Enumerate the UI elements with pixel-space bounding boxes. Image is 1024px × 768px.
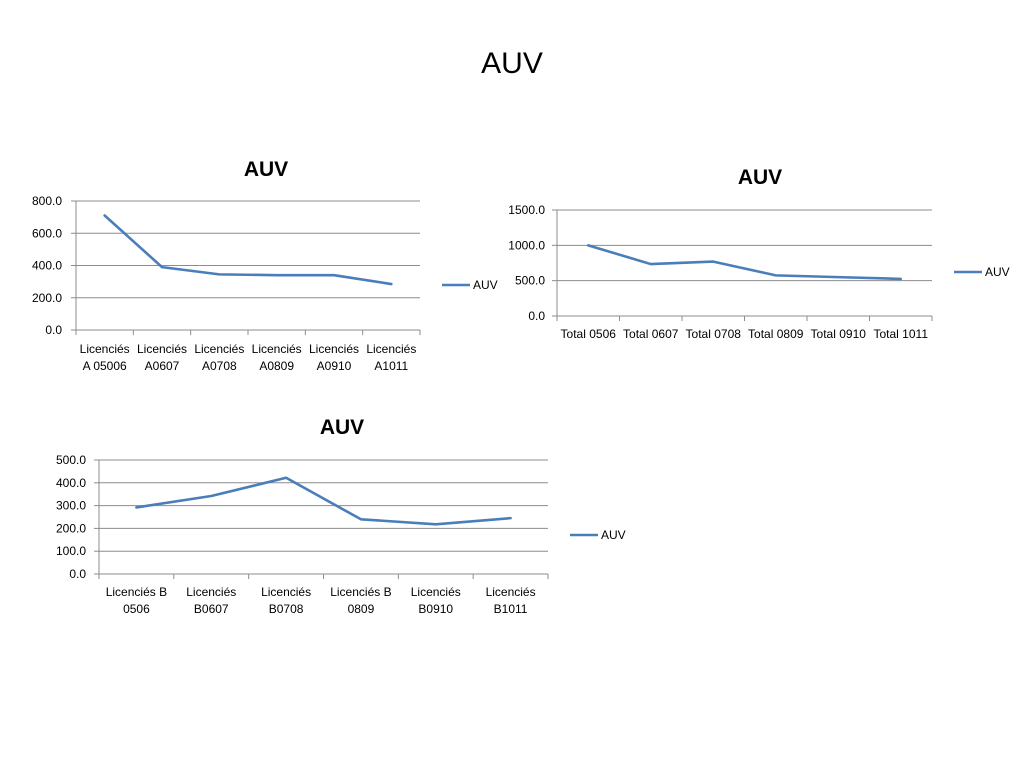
x-tick-label-line: Total 0809 xyxy=(748,327,804,341)
x-tick-label: Licenciés B1011 xyxy=(486,585,536,616)
x-tick-label: Licenciés A 05006 xyxy=(80,342,130,373)
x-tick-label-line: Licenciés B xyxy=(106,585,167,599)
x-tick-label-line: B1011 xyxy=(494,602,528,616)
legend-label: AUV xyxy=(473,278,498,292)
x-tick-label: Licenciés B0910 xyxy=(411,585,461,616)
x-tick-label-line: A0708 xyxy=(202,359,237,373)
x-tick-label-line: 0809 xyxy=(348,602,375,616)
x-tick-label-line: A 05006 xyxy=(83,359,127,373)
x-tick-label-line: A0910 xyxy=(317,359,352,373)
slide-title: AUV xyxy=(481,47,543,80)
x-tick-label-line: Total 0506 xyxy=(561,327,617,341)
series-line xyxy=(135,476,512,526)
x-tick-label: Total 0809 xyxy=(748,327,804,341)
chart-title: AUV xyxy=(320,416,364,439)
series-line xyxy=(103,214,393,286)
x-tick-label-line: Total 0708 xyxy=(686,327,742,341)
x-tick-label: Total 0910 xyxy=(811,327,867,341)
series-line xyxy=(586,244,903,281)
y-tick-label: 0.0 xyxy=(69,567,86,581)
x-tick-label-line: Total 0607 xyxy=(623,327,679,341)
x-tick-label-line: Licenciés xyxy=(411,585,461,599)
chart-title: AUV xyxy=(244,158,288,181)
x-tick-label-line: Licenciés xyxy=(252,342,302,356)
y-tick-label: 0.0 xyxy=(45,323,62,337)
x-tick-label-line: A0809 xyxy=(259,359,294,373)
x-tick-label-line: B0708 xyxy=(269,602,304,616)
x-tick-label-line: B0910 xyxy=(418,602,453,616)
x-tick-label: Licenciés B0607 xyxy=(186,585,236,616)
x-tick-label: Licenciés A0809 xyxy=(252,342,302,373)
y-tick-label: 0.0 xyxy=(528,309,545,323)
y-tick-label: 500.0 xyxy=(56,453,86,467)
y-tick-label: 400.0 xyxy=(56,476,86,490)
x-tick-label: Total 0708 xyxy=(686,327,742,341)
legend-label: AUV xyxy=(985,265,1010,279)
x-tick-label-line: Licenciés xyxy=(194,342,244,356)
x-tick-label-line: 0506 xyxy=(123,602,150,616)
x-tick-label-line: B0607 xyxy=(194,602,229,616)
x-tick-label: Total 0506 xyxy=(561,327,617,341)
y-tick-label: 800.0 xyxy=(32,194,62,208)
y-tick-label: 500.0 xyxy=(515,274,545,288)
x-tick-label: Licenciés A0607 xyxy=(137,342,187,373)
y-tick-label: 100.0 xyxy=(56,544,86,558)
x-tick-label-line: A1011 xyxy=(374,359,408,373)
x-tick-label: Licenciés A0910 xyxy=(309,342,359,373)
x-tick-label-line: Licenciés xyxy=(80,342,130,356)
x-tick-label-line: A0607 xyxy=(145,359,180,373)
x-tick-label-line: Licenciés xyxy=(186,585,236,599)
y-tick-label: 200.0 xyxy=(32,291,62,305)
x-tick-label: Total 1011 xyxy=(874,327,929,341)
x-tick-label: Licenciés A0708 xyxy=(194,342,244,373)
x-tick-label: Total 0607 xyxy=(623,327,679,341)
x-tick-label-line: Total 1011 xyxy=(874,327,929,341)
chart-title: AUV xyxy=(738,166,782,189)
x-tick-label: Licenciés B 0809 xyxy=(330,585,391,616)
y-tick-label: 300.0 xyxy=(56,499,86,513)
x-tick-label: Licenciés B 0506 xyxy=(106,585,167,616)
x-tick-label-line: Licenciés xyxy=(486,585,536,599)
x-tick-label-line: Licenciés xyxy=(137,342,187,356)
legend-label: AUV xyxy=(601,528,626,542)
y-tick-label: 400.0 xyxy=(32,259,62,273)
x-tick-label: Licenciés A1011 xyxy=(366,342,416,373)
y-tick-label: 600.0 xyxy=(32,226,62,240)
x-tick-label-line: Licenciés xyxy=(366,342,416,356)
x-tick-label-line: Licenciés xyxy=(261,585,311,599)
x-tick-label-line: Total 0910 xyxy=(811,327,867,341)
x-tick-label: Licenciés B0708 xyxy=(261,585,311,616)
y-tick-label: 1000.0 xyxy=(508,238,545,252)
y-tick-label: 1500.0 xyxy=(508,203,545,217)
x-tick-label-line: Licenciés B xyxy=(330,585,391,599)
x-tick-label-line: Licenciés xyxy=(309,342,359,356)
y-tick-label: 200.0 xyxy=(56,521,86,535)
